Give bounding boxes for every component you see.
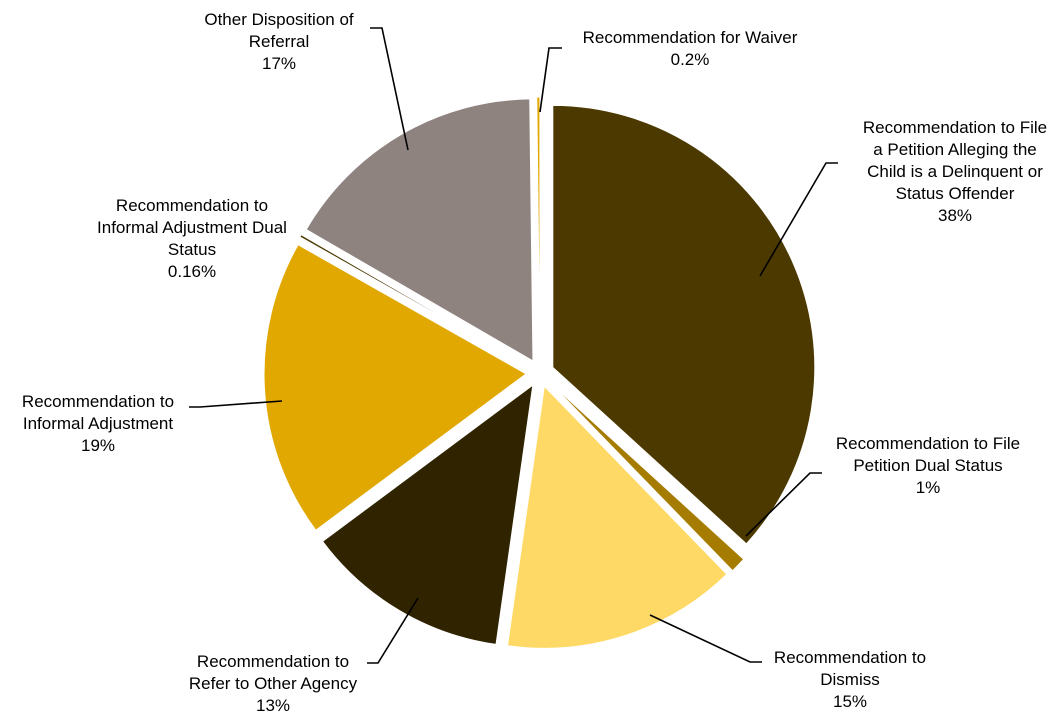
leader-line: [649, 614, 762, 663]
slice-label-line: Status: [168, 240, 216, 259]
slice-percent: 19%: [81, 436, 115, 455]
slice-label-line: Recommendation for Waiver: [583, 28, 798, 47]
leader-lines: [189, 27, 838, 664]
slice-label: Recommendation to File Petition Dual Stat…: [836, 434, 1020, 497]
slice-label-line: a Petition Alleging the: [873, 140, 1037, 159]
slice-label-line: Recommendation to: [774, 648, 926, 667]
leader-line: [189, 400, 283, 408]
slice-label-line: Recommendation to File: [863, 118, 1047, 137]
slice-label: Recommendation to Dismiss 15%: [774, 648, 926, 711]
slice-percent: 1%: [916, 478, 941, 497]
pie-slice: [549, 382, 745, 572]
slice-label-line: Informal Adjustment: [23, 414, 174, 433]
slice-percent: 38%: [938, 206, 972, 225]
slice-percent: 13%: [256, 696, 290, 715]
pie-slice: [305, 98, 534, 362]
slice-percent: 17%: [262, 54, 296, 73]
slice-label-line: Recommendation to: [22, 392, 174, 411]
slice-label: Recommendation to Refer to Other Agency 13…: [189, 652, 358, 715]
slice-label: Recommendation to File a Petition Allegin…: [863, 118, 1047, 225]
slice-label-line: Recommendation to File: [836, 434, 1020, 453]
slice-label-line: Status Offender: [896, 184, 1015, 203]
pie-slice: [321, 383, 534, 645]
leader-line: [539, 47, 562, 113]
slice-label-line: Petition Dual Status: [853, 456, 1002, 475]
slice-label-line: Dismiss: [820, 670, 880, 689]
pie-slice: [263, 244, 527, 531]
slice-label-line: Recommendation to: [116, 196, 268, 215]
slice-label: Recommendation to Informal Adjustment Dua…: [97, 196, 287, 281]
slice-labels: Recommendation to File a Petition Allegin…: [22, 10, 1047, 715]
pie-slice: [506, 385, 728, 649]
slice-label: Recommendation for Waiver 0.2%: [583, 28, 798, 69]
slice-label-line: Child is a Delinquent or: [867, 162, 1043, 181]
slice-label: Other Disposition of Referral 17%: [204, 10, 354, 73]
slice-percent: 0.16%: [168, 262, 216, 281]
slice-label: Recommendation to Informal Adjustment 19%: [22, 392, 174, 455]
leader-line: [759, 162, 838, 277]
slice-percent: 15%: [833, 692, 867, 711]
leader-line: [745, 472, 822, 537]
slice-percent: 0.2%: [671, 50, 710, 69]
slice-label-line: Referral: [249, 32, 309, 51]
pie-slice: [536, 96, 541, 360]
pie-slice: [299, 233, 529, 367]
pie-slices: [263, 96, 816, 649]
pie-slice: [552, 104, 816, 545]
leader-line: [370, 27, 409, 151]
slice-label-line: Other Disposition of: [204, 10, 354, 29]
leader-line: [367, 597, 419, 664]
slice-label-line: Recommendation to: [197, 652, 349, 671]
slice-label-line: Informal Adjustment Dual: [97, 218, 287, 237]
slice-label-line: Refer to Other Agency: [189, 674, 358, 693]
